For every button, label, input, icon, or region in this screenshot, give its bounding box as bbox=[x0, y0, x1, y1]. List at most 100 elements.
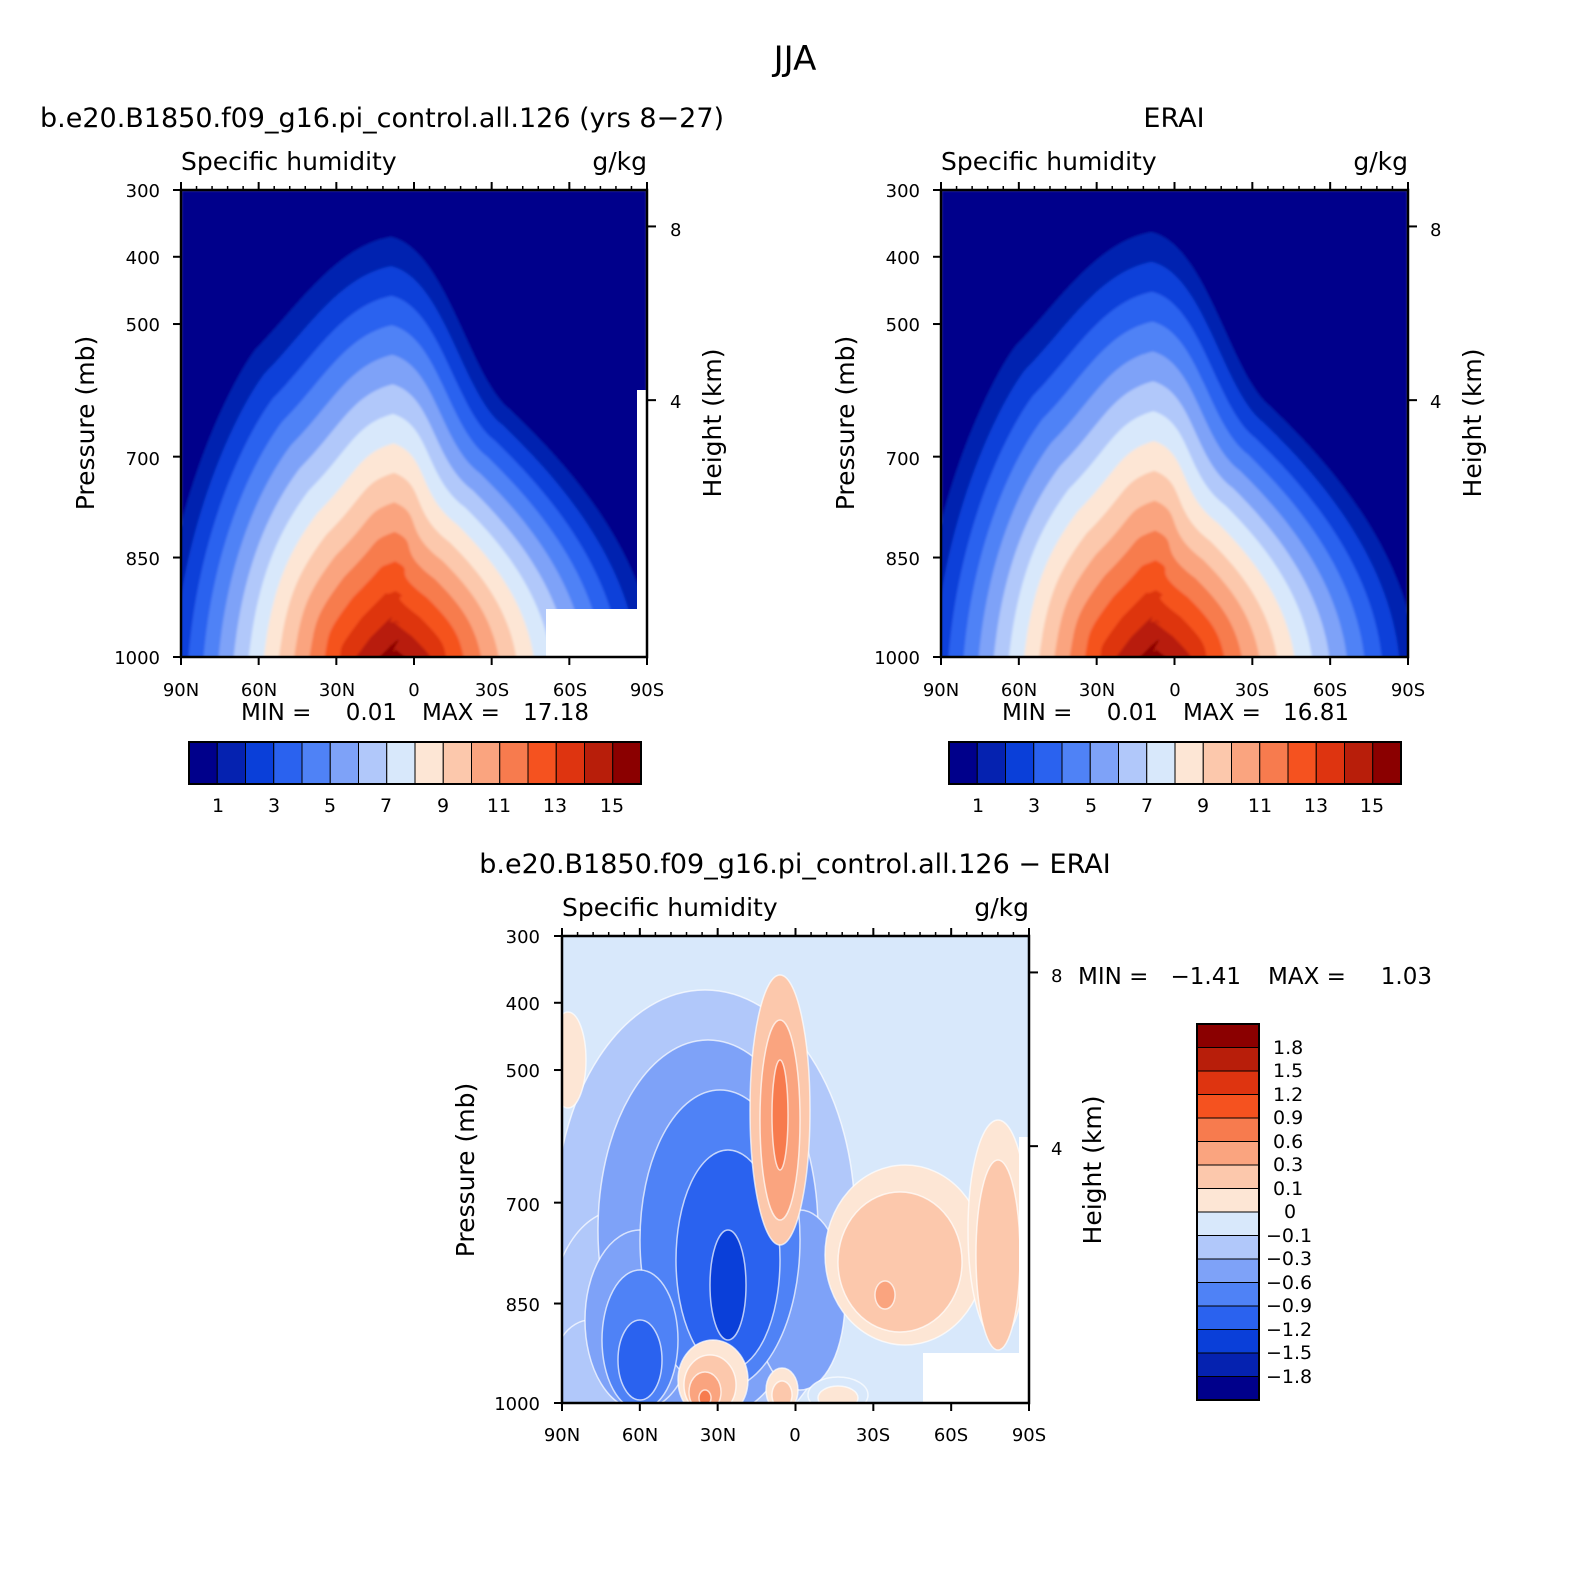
x-tick-label: 0 bbox=[789, 1425, 800, 1446]
y-axis-label: Pressure (mb) bbox=[451, 1083, 480, 1257]
y-tick-label: 300 bbox=[886, 181, 920, 202]
y-tick-label: 850 bbox=[886, 549, 920, 570]
y-tick-label: 700 bbox=[126, 449, 160, 470]
y-tick-label: 500 bbox=[886, 315, 920, 336]
colorbar-box bbox=[188, 741, 218, 785]
x-tick-label: 90N bbox=[163, 680, 199, 701]
stats-min-label: MIN = bbox=[1078, 964, 1148, 990]
colorbar-box bbox=[1372, 741, 1402, 785]
colorbar-label: −1.2 bbox=[1266, 1319, 1312, 1341]
contour-blob-25 bbox=[771, 1380, 793, 1403]
y-tick-label: 400 bbox=[126, 248, 160, 269]
colorbar-label: 13 bbox=[543, 795, 567, 817]
units-label: g/kg bbox=[592, 147, 647, 176]
x-tick-label: 30N bbox=[1079, 680, 1115, 701]
colorbar-label: 11 bbox=[1248, 795, 1272, 817]
contour-field bbox=[941, 190, 1408, 657]
x-tick-label: 30S bbox=[475, 680, 509, 701]
axis-ticks bbox=[554, 928, 1038, 1411]
colorbar-label: 15 bbox=[600, 795, 624, 817]
contour-field bbox=[181, 190, 647, 657]
colorbar-box bbox=[216, 741, 246, 785]
x-tick-label: 60N bbox=[241, 680, 277, 701]
y2-tick-label: 4 bbox=[1430, 392, 1441, 413]
y-axis-label: Pressure (mb) bbox=[831, 336, 860, 510]
y-tick-label: 300 bbox=[126, 181, 160, 202]
x-tick-label: 30S bbox=[1235, 680, 1269, 701]
x-tick-label: 90S bbox=[1012, 1425, 1046, 1446]
colorbar-box bbox=[1196, 1282, 1260, 1307]
axis-ticks bbox=[173, 182, 656, 665]
colorbar-label: 1 bbox=[972, 795, 984, 817]
panel-title: b.e20.B1850.f09_g16.pi_control.all.126 (… bbox=[40, 103, 724, 134]
colorbar-box bbox=[1196, 1258, 1260, 1283]
colorbar-label: −0.3 bbox=[1266, 1248, 1312, 1270]
colorbar-box bbox=[1061, 741, 1091, 785]
x-tick-label: 30N bbox=[700, 1425, 736, 1446]
colorbar-box bbox=[1196, 1164, 1260, 1189]
colorbar-box bbox=[301, 741, 331, 785]
contour-blob-9 bbox=[617, 1319, 663, 1401]
x-tick-label: 60S bbox=[1313, 680, 1347, 701]
colorbar-label: 11 bbox=[487, 795, 511, 817]
stats-min-value: 0.01 bbox=[1107, 700, 1158, 726]
colorbar-frame bbox=[948, 741, 1402, 785]
colorbar-box bbox=[1196, 1305, 1260, 1330]
colorbar-label: 1.2 bbox=[1273, 1084, 1303, 1106]
units-label: g/kg bbox=[974, 893, 1029, 922]
colorbar-label: 0.3 bbox=[1273, 1154, 1303, 1176]
y2-tick-label: 4 bbox=[1051, 1139, 1062, 1160]
colorbar-frame bbox=[188, 741, 642, 785]
x-tick-label: 60N bbox=[1001, 680, 1037, 701]
y-tick-label: 700 bbox=[506, 1195, 540, 1216]
colorbar-label: −1.5 bbox=[1266, 1342, 1312, 1364]
colorbar-box bbox=[386, 741, 416, 785]
y2-tick-label: 8 bbox=[1430, 220, 1441, 241]
stats-max-label: MAX = bbox=[1183, 700, 1261, 726]
contour-blob-22 bbox=[688, 1371, 722, 1403]
contour-band-15 bbox=[1139, 639, 1166, 657]
x-tick-label: 0 bbox=[1169, 680, 1180, 701]
y2-tick-label: 4 bbox=[670, 392, 681, 413]
stats-min-label: MIN = bbox=[1002, 700, 1072, 726]
colorbar-box bbox=[273, 741, 303, 785]
colorbar-box bbox=[1033, 741, 1063, 785]
colorbar-box bbox=[245, 741, 275, 785]
colorbar-box bbox=[527, 741, 557, 785]
stats-max-value: 17.18 bbox=[523, 700, 589, 726]
colorbar-box bbox=[1196, 1094, 1260, 1119]
panel-erai: ERAI Specific humidity g/kg 90N 60N 30N … bbox=[831, 103, 1487, 817]
missing-data-strip bbox=[637, 390, 647, 609]
colorbar-box bbox=[1196, 1070, 1260, 1095]
contour-blob-17 bbox=[874, 1280, 896, 1310]
colorbar-label: 13 bbox=[1304, 795, 1328, 817]
y-tick-label: 500 bbox=[126, 315, 160, 336]
x-tick-label: 90N bbox=[923, 680, 959, 701]
colorbar-box bbox=[471, 741, 501, 785]
y-tick-label: 400 bbox=[886, 248, 920, 269]
y-tick-label: 1000 bbox=[494, 1394, 540, 1415]
y-tick-label: 850 bbox=[506, 1295, 540, 1316]
y-axis-label: Pressure (mb) bbox=[71, 336, 100, 510]
colorbar-label: 5 bbox=[324, 795, 336, 817]
y2-axis-label: Height (km) bbox=[1078, 1096, 1107, 1245]
y-tick-label: 700 bbox=[886, 449, 920, 470]
x-tick-label: 90S bbox=[630, 680, 664, 701]
missing-data-strip bbox=[1019, 1137, 1029, 1353]
variable-label: Specific humidity bbox=[181, 147, 397, 176]
colorbar-box bbox=[1174, 741, 1204, 785]
colorbar-label: 0.1 bbox=[1273, 1178, 1303, 1200]
x-tick-label: 0 bbox=[408, 680, 419, 701]
colorbar-label: 9 bbox=[437, 795, 449, 817]
contour-band-15 bbox=[379, 639, 406, 657]
y-tick-label: 400 bbox=[506, 994, 540, 1015]
x-tick-label: 60S bbox=[934, 1425, 968, 1446]
colorbar-model bbox=[188, 741, 642, 785]
stats-min-label: MIN = bbox=[241, 700, 311, 726]
figure-title: JJA bbox=[772, 39, 817, 79]
panel-difference: b.e20.B1850.f09_g16.pi_control.all.126 −… bbox=[451, 849, 1432, 1446]
colorbar-box bbox=[1196, 1329, 1260, 1354]
units-label: g/kg bbox=[1353, 147, 1408, 176]
x-tick-label: 90S bbox=[1391, 680, 1425, 701]
colorbar-box bbox=[1196, 1117, 1260, 1142]
